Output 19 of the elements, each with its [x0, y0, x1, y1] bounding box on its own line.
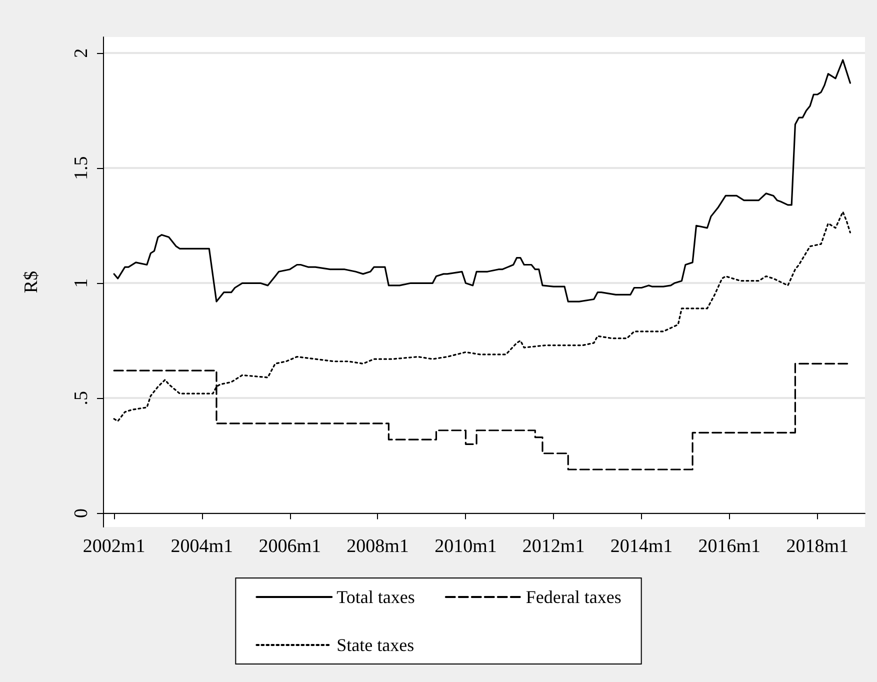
line-series — [113, 59, 851, 302]
x-tick-label: 2008m1 — [346, 536, 409, 557]
y-tick-label: 2 — [71, 48, 92, 58]
legend-label: State taxes — [336, 635, 414, 655]
y-tick-label: 1 — [71, 278, 92, 288]
y-tick-label: .5 — [71, 391, 92, 406]
x-tick-label: 2004m1 — [170, 536, 234, 557]
x-tick-label: 2016m1 — [698, 536, 761, 557]
y-tick-label: 1.5 — [71, 156, 92, 180]
x-tick-label: 2012m1 — [522, 536, 585, 557]
x-tick-label: 2002m1 — [82, 536, 146, 557]
x-tick-label: 2018m1 — [786, 536, 848, 557]
legend-label: Total taxes — [336, 587, 415, 607]
y-axis-title: R$ — [21, 270, 42, 294]
x-tick-label: 2010m1 — [434, 536, 497, 557]
x-tick-label: 2014m1 — [610, 536, 673, 557]
y-tick-label: 0 — [71, 508, 92, 518]
x-tick-label: 2006m1 — [258, 536, 322, 557]
legend-label: Federal taxes — [526, 587, 622, 607]
